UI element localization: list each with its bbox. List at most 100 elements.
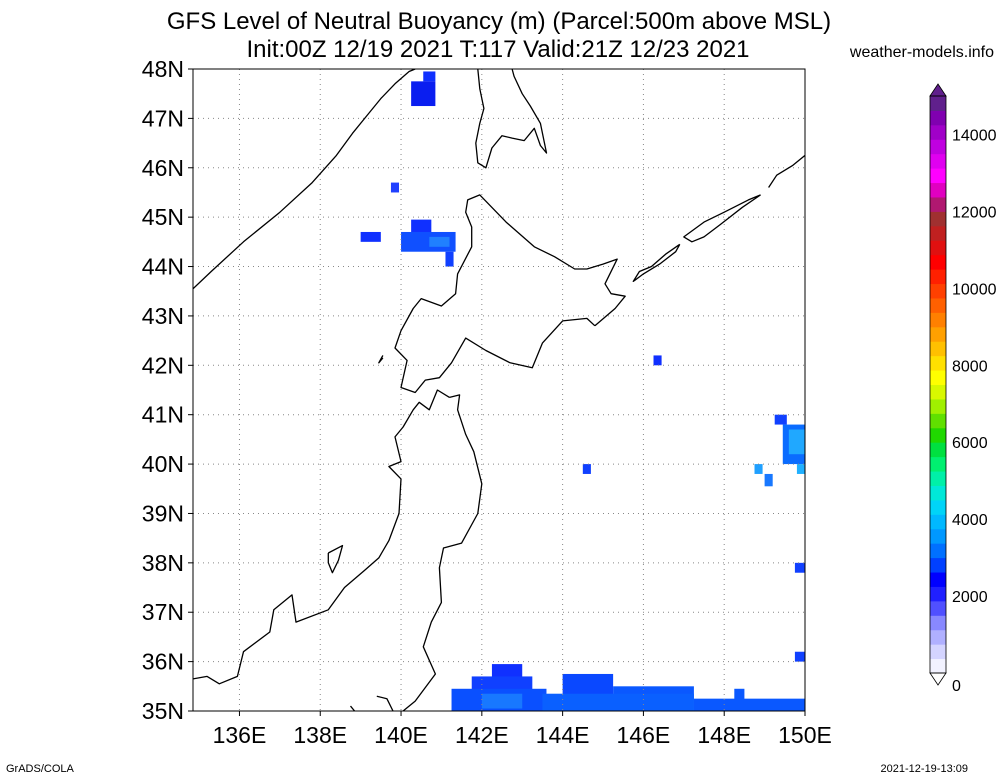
lon-label-2: 140E: [374, 722, 428, 748]
credit-text: weather-models.info: [849, 44, 994, 61]
colorbar-bottom-arrow: [929, 672, 947, 686]
colorbar-segment-23: [930, 326, 946, 342]
colorbar-segment-14: [930, 456, 946, 472]
colorbar-label-4: 8000: [952, 358, 988, 375]
lnb-cell-19: [471, 676, 533, 692]
colorbar-segment-39: [930, 96, 946, 111]
lnb-cell-0: [423, 71, 436, 82]
colorbar-segment-7: [930, 557, 946, 573]
lat-label-3: 38N: [142, 550, 184, 576]
colorbar-segment-4: [930, 600, 946, 616]
coastline-segment-1: [475, 69, 548, 169]
lnb-cell-24: [542, 693, 694, 711]
lat-label-2: 37N: [142, 599, 184, 625]
colorbar-segment-34: [930, 168, 946, 184]
footer-timestamp: 2021-12-19-13:09: [880, 763, 968, 775]
lat-label-13: 48N: [142, 56, 184, 82]
coastline-segment-2: [768, 154, 805, 188]
colorbar-segment-37: [930, 124, 946, 140]
footer-software-label: GrADS/COLA: [6, 763, 74, 775]
coastline-segment-4: [683, 194, 761, 243]
lon-label-7: 150E: [778, 722, 832, 748]
coastline-segment-10: [376, 695, 394, 711]
colorbar-label-0: 0: [952, 678, 961, 695]
colorbar-segment-31: [930, 211, 946, 227]
lnb-cell-21: [481, 693, 523, 709]
lat-label-6: 41N: [142, 402, 184, 428]
colorbar-segment-10: [930, 514, 946, 530]
colorbar-segment-11: [930, 499, 946, 515]
coastline-segment-0: [193, 69, 416, 290]
lat-label-12: 47N: [142, 105, 184, 131]
lnb-cell-7: [445, 251, 454, 267]
colorbar-segment-5: [930, 586, 946, 602]
colorbar-label-2: 4000: [952, 512, 988, 529]
coastline-segment-8: [327, 544, 344, 574]
lat-label-9: 44N: [142, 254, 184, 280]
colorbar-segment-8: [930, 543, 946, 559]
lat-label-11: 46N: [142, 155, 184, 181]
lnb-cell-1: [411, 81, 436, 107]
lnb-cell-15: [582, 464, 591, 474]
lnb-cell-26: [734, 688, 745, 702]
colorbar-label-7: 14000: [952, 127, 997, 144]
colorbar-segment-22: [930, 341, 946, 357]
colorbar-label-1: 2000: [952, 589, 988, 606]
colorbar-label-3: 6000: [952, 435, 988, 452]
lnb-cell-11: [788, 429, 805, 455]
lnb-cell-3: [360, 231, 381, 242]
lat-label-10: 45N: [142, 204, 184, 230]
lat-label-8: 43N: [142, 303, 184, 329]
colorbar-segment-17: [930, 413, 946, 429]
coastline-segment-11: [350, 705, 356, 711]
colorbar-segment-21: [930, 355, 946, 371]
lon-label-0: 136E: [213, 722, 267, 748]
lon-label-1: 138E: [293, 722, 347, 748]
colorbar-frame: [929, 95, 947, 674]
lnb-cell-17: [794, 651, 805, 662]
colorbar-segment-26: [930, 283, 946, 299]
lat-label-1: 36N: [142, 649, 184, 675]
lnb-cell-14: [764, 473, 773, 487]
colorbar-segment-38: [930, 110, 946, 126]
lon-label-6: 148E: [697, 722, 751, 748]
lnb-field: [360, 71, 805, 711]
colorbar-segment-33: [930, 182, 946, 198]
lat-label-4: 39N: [142, 500, 184, 526]
lon-label-3: 142E: [455, 722, 509, 748]
lon-label-4: 144E: [536, 722, 590, 748]
colorbar-segment-12: [930, 485, 946, 501]
colorbar-segment-32: [930, 196, 946, 212]
lnb-cell-6: [429, 236, 450, 247]
colorbar-segment-1: [930, 644, 946, 660]
colorbar-segment-9: [930, 528, 946, 544]
colorbar-segment-36: [930, 139, 946, 155]
map-frame: [192, 68, 806, 712]
colorbar-segment-24: [930, 312, 946, 328]
lnb-cell-16: [794, 562, 805, 573]
colorbar-segment-28: [930, 254, 946, 270]
lnb-cell-8: [653, 355, 662, 366]
coastline-segment-3: [394, 194, 626, 394]
lnb-cell-13: [754, 464, 763, 474]
coastline-segment-6: [378, 355, 384, 364]
lnb-cell-9: [774, 414, 787, 425]
lat-lon-grid: [188, 68, 806, 716]
colorbar-segment-19: [930, 384, 946, 400]
colorbar-label-6: 12000: [952, 204, 997, 221]
colorbar-segment-27: [930, 269, 946, 285]
colorbar-segment-15: [930, 442, 946, 458]
colorbar-segment-16: [930, 427, 946, 443]
colorbar-segment-0: [930, 658, 946, 674]
coastline-segment-5: [632, 243, 681, 283]
lat-label-0: 35N: [142, 698, 184, 724]
colorbar-label-5: 10000: [952, 281, 997, 298]
colorbar-segment-2: [930, 629, 946, 645]
lat-label-7: 42N: [142, 352, 184, 378]
map-title: GFS Level of Neutral Buoyancy (m) (Parce…: [166, 8, 832, 35]
colorbar-segment-13: [930, 471, 946, 486]
coastline-segment-7: [193, 389, 450, 685]
longitude-labels: 136E 138E 140E 142E 144E 146E 148E 150E: [213, 722, 832, 748]
colorbar: 0 2000 4000 6000 8000 10000 12000 14000: [929, 83, 997, 695]
coastline-segment-9: [402, 394, 483, 711]
